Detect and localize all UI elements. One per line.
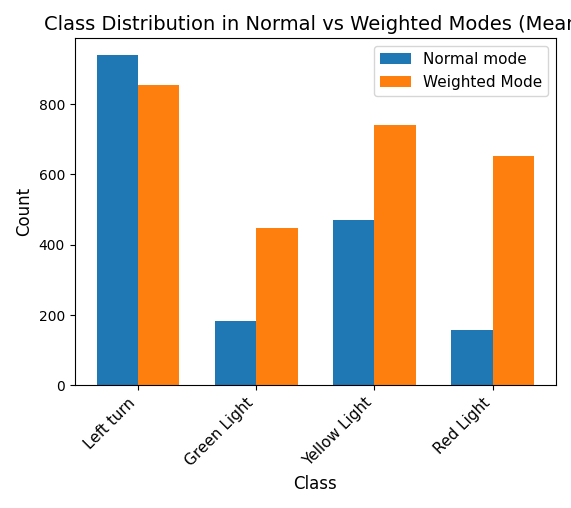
Title: Class Distribution in Normal vs Weighted Modes (Mean): Class Distribution in Normal vs Weighted… — [45, 15, 571, 34]
Bar — [375, 125, 416, 386]
Bar — [333, 220, 375, 386]
Bar — [451, 330, 493, 386]
Bar — [493, 156, 534, 386]
Bar — [256, 228, 297, 386]
Y-axis label: Count: Count — [15, 187, 33, 236]
Bar — [138, 85, 179, 386]
Bar — [96, 55, 138, 386]
Bar — [215, 321, 256, 386]
X-axis label: Class: Class — [293, 475, 337, 493]
Legend: Normal mode, Weighted Mode: Normal mode, Weighted Mode — [374, 46, 548, 96]
